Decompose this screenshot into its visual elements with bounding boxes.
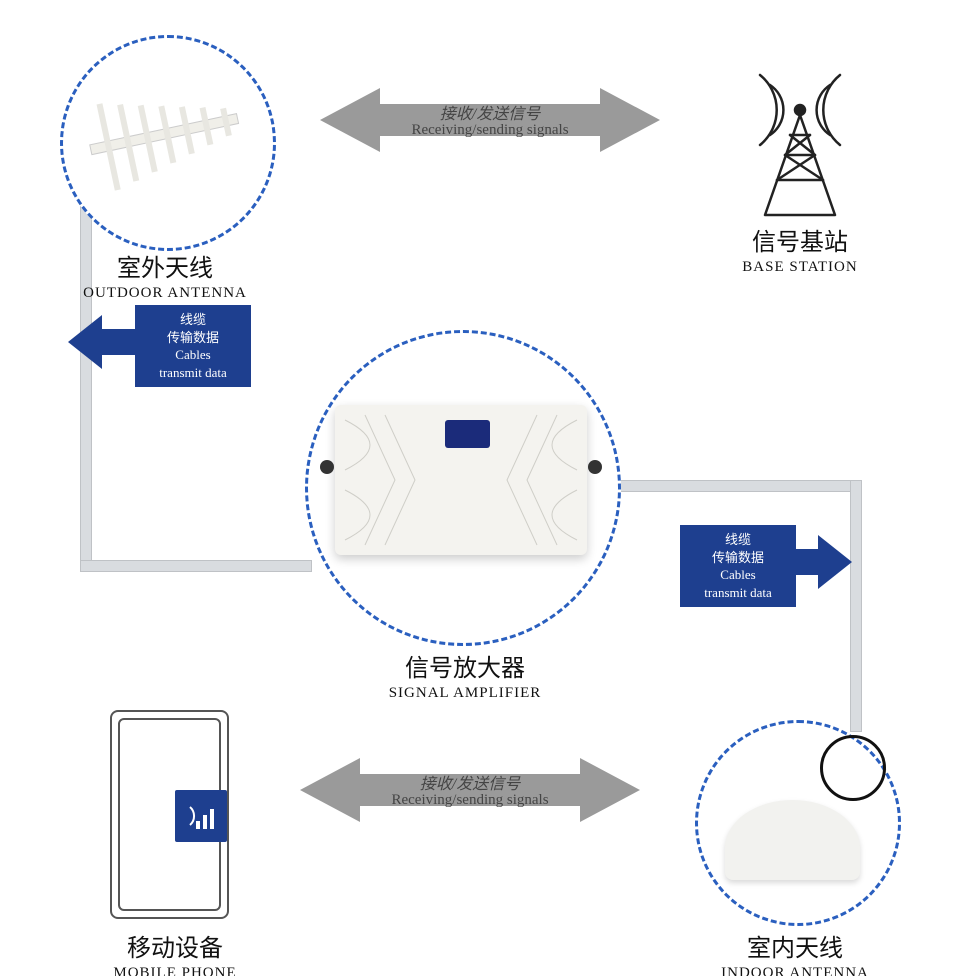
mobile-phone-label: 移动设备 MOBILE PHONE [90,928,260,976]
diagram-stage: 室外天线 OUTDOOR ANTENNA 信号基站 BASE STATION [0,0,976,976]
biarrow-bot-en: Receiving/sending signals [391,792,548,809]
indoor-cable-coil [820,735,886,801]
bi-arrow-top: 接收/发送信号 Receiving/sending signals [320,80,660,160]
amp-port-left [320,460,334,474]
amplifier-label: 信号放大器 SIGNAL AMPLIFIER [370,648,560,702]
biarrow-top-cn: 接收/发送信号 [440,100,540,124]
amp-cn: 信号放大器 [405,648,525,683]
cable-pipe [617,480,862,492]
cable-pipe [850,480,862,732]
amp-en: SIGNAL AMPLIFIER [389,685,542,702]
indoor-en: INDOOR ANTENNA [721,965,869,976]
phone-en: MOBILE PHONE [113,965,236,976]
cable-left-cn1: 线缆 [143,311,243,329]
cable-pipe [80,560,312,572]
cable-left-en2: transmit data [143,364,243,382]
base-en: BASE STATION [742,259,857,276]
phone-cn: 移动设备 [127,928,223,963]
outdoor-antenna-label: 室外天线 OUTDOOR ANTENNA [65,248,265,302]
biarrow-bot-cn: 接收/发送信号 [420,770,520,794]
outdoor-en: OUTDOOR ANTENNA [83,285,247,302]
amplifier-lcd [445,420,490,448]
cable-left-cn2: 传输数据 [143,329,243,347]
base-cn: 信号基站 [752,222,848,257]
outdoor-cn: 室外天线 [117,248,213,283]
biarrow-top-en: Receiving/sending signals [411,122,568,139]
cable-left-en1: Cables [143,346,243,364]
bi-arrow-bottom: 接收/发送信号 Receiving/sending signals [300,750,640,830]
base-station-label: 信号基站 BASE STATION [705,222,895,276]
base-station-icon [735,60,865,225]
cable-arrow-right [772,535,852,595]
indoor-cn: 室内天线 [747,928,843,963]
amp-port-right [588,460,602,474]
signal-bars-icon [175,790,227,842]
cable-box-left: 线缆 传输数据 Cables transmit data [135,305,251,387]
indoor-antenna-label: 室内天线 INDOOR ANTENNA [700,928,890,976]
